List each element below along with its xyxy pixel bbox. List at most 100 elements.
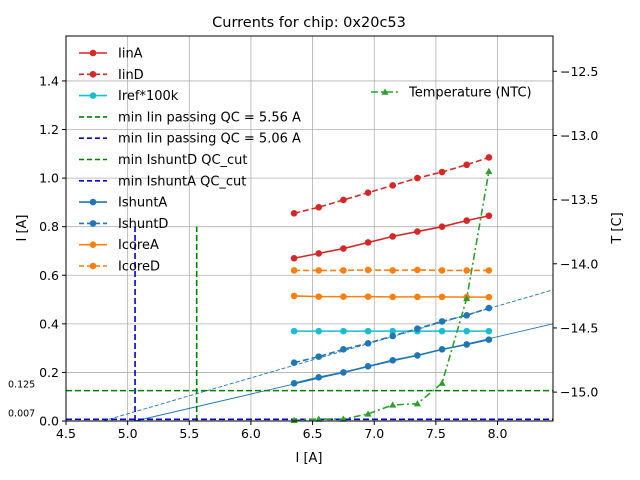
legend-label: min Iin passing QC = 5.56 A xyxy=(118,110,301,125)
temperature-point xyxy=(339,415,348,422)
temperature-point xyxy=(413,400,421,407)
data-point xyxy=(414,266,421,274)
legend-marker xyxy=(89,262,97,270)
data-point xyxy=(315,203,323,211)
data-point xyxy=(438,346,446,353)
legend-label: IshuntA xyxy=(118,196,167,211)
data-point xyxy=(290,359,298,367)
data-point xyxy=(364,293,372,300)
temperature-point xyxy=(389,401,397,408)
y-tick-label: 0.8 xyxy=(39,219,59,234)
x-tick-label: 7.0 xyxy=(364,426,384,441)
x-tick-label: 5.0 xyxy=(118,426,138,441)
x-axis-label: I [A] xyxy=(295,451,322,466)
data-point xyxy=(315,373,323,381)
y-tick-label: 1.4 xyxy=(39,73,59,88)
y-tick-label: 1.0 xyxy=(39,171,59,186)
plot-area xyxy=(66,154,554,424)
data-point xyxy=(364,239,372,246)
data-point xyxy=(315,250,323,257)
data-point xyxy=(389,332,397,340)
legend-label: IcoreD xyxy=(118,260,160,275)
data-point xyxy=(340,196,347,204)
legend-label: IinD xyxy=(118,68,144,83)
data-point xyxy=(340,346,347,353)
y-axis-label: I [A] xyxy=(15,214,30,241)
x-tick-label: 6.5 xyxy=(303,426,323,441)
data-point xyxy=(389,182,397,189)
data-point xyxy=(290,210,298,217)
legend-marker xyxy=(89,71,97,78)
data-point xyxy=(438,327,446,335)
data-point xyxy=(485,212,493,220)
data-point xyxy=(414,325,421,332)
y2-tick-label: −13.0 xyxy=(560,128,598,143)
data-point xyxy=(315,327,323,335)
data-point xyxy=(414,228,421,235)
legend-label: Iref*100k xyxy=(118,89,179,104)
data-point xyxy=(340,245,347,252)
legend-marker xyxy=(381,88,389,95)
data-point xyxy=(290,254,298,262)
x-tick-label: 6.0 xyxy=(241,426,261,441)
data-point xyxy=(364,266,372,274)
data-point xyxy=(315,293,323,300)
legend: IinA IinD Iref*100k min Iin passing QC = 5.… xyxy=(79,47,301,275)
data-point xyxy=(414,352,421,359)
legend-marker xyxy=(89,241,97,248)
temperature-point xyxy=(315,415,323,422)
data-point xyxy=(389,327,397,335)
legend-marker xyxy=(89,198,97,206)
data-point xyxy=(463,327,470,335)
data-point xyxy=(438,267,446,274)
legend-label: Temperature (NTC) xyxy=(408,86,532,101)
data-point xyxy=(340,293,347,300)
data-point xyxy=(364,363,372,370)
data-point xyxy=(485,267,493,274)
data-point xyxy=(364,327,372,335)
y2-axis-label: T [C] xyxy=(610,212,625,244)
data-point xyxy=(463,267,470,274)
data-point xyxy=(389,267,397,274)
reference-line-label: 0.007 xyxy=(8,408,35,419)
data-point xyxy=(438,223,446,230)
axes: 4.5 5.0 5.5 6.0 6.5 7.0 7.5 8.0 0.0 0.2 0.4 0.6 0.8 1… xyxy=(8,64,598,441)
y2-tick-label: −12.5 xyxy=(560,64,598,79)
x-tick-label: 5.5 xyxy=(179,426,199,441)
data-point xyxy=(414,174,421,182)
data-point xyxy=(340,327,347,335)
legend-label: min Iin passing QC = 5.06 A xyxy=(118,132,301,147)
data-point xyxy=(463,341,470,348)
legend-marker xyxy=(89,220,97,227)
data-point xyxy=(438,293,446,301)
x-tick-label: 7.5 xyxy=(426,426,446,441)
legend-label: min IshuntA QC_cut xyxy=(118,174,246,189)
data-point xyxy=(463,161,470,169)
y-tick-label: 0.2 xyxy=(39,365,59,380)
data-point xyxy=(290,292,298,300)
data-point xyxy=(485,154,493,161)
temperature-point xyxy=(364,410,372,417)
y-tick-label: 0.6 xyxy=(39,268,59,283)
x-tick-label: 8.0 xyxy=(488,426,508,441)
temperature-point xyxy=(463,294,471,302)
y-tick-label: 0.4 xyxy=(39,316,59,331)
y2-tick-label: −15.0 xyxy=(560,385,598,400)
data-point xyxy=(340,267,347,274)
y-tick-label: 0.0 xyxy=(39,414,59,429)
plot-frame xyxy=(65,35,554,422)
data-point xyxy=(463,217,470,224)
legend-label: IinA xyxy=(118,47,143,62)
y-tick-label: 1.2 xyxy=(39,122,59,137)
legend-label: min IshuntD QC_cut xyxy=(118,153,248,168)
data-point xyxy=(389,233,397,240)
data-point xyxy=(463,312,470,319)
data-point xyxy=(485,293,493,301)
y2-tick-label: −14.0 xyxy=(560,256,598,271)
y2-tick-label: −13.5 xyxy=(560,192,598,207)
data-point xyxy=(485,336,493,343)
y2-tick-label: −14.5 xyxy=(560,320,598,335)
data-point xyxy=(389,293,397,301)
reference-line-label: 0.125 xyxy=(8,380,35,391)
